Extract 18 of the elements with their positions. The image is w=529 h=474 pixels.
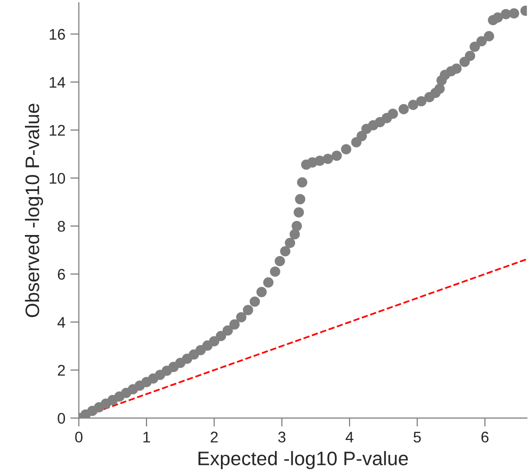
y-tick-label: 16 bbox=[50, 28, 65, 40]
y-tick-label: 2 bbox=[58, 364, 65, 376]
x-tick-label: 0 bbox=[75, 432, 82, 442]
x-tick-label: 3 bbox=[278, 432, 286, 442]
y-tick-label: 10 bbox=[50, 172, 66, 184]
y-axis-title: Observed -log10 P-value bbox=[24, 104, 44, 318]
y-tick-label: 8 bbox=[58, 220, 65, 232]
x-tick-label: 2 bbox=[210, 432, 218, 442]
y-tick-label: 14 bbox=[50, 77, 66, 88]
y-tick-label: 12 bbox=[50, 124, 65, 136]
x-tick-label: 1 bbox=[143, 432, 150, 442]
x-tick-label: 6 bbox=[481, 432, 488, 442]
x-tick-label: 5 bbox=[414, 432, 421, 442]
y-tick-label: 6 bbox=[58, 268, 65, 280]
y-tick-label: 0 bbox=[58, 412, 66, 424]
y-tick-label: 4 bbox=[57, 317, 66, 328]
x-axis-title: Expected -log10 P-value bbox=[198, 451, 408, 470]
x-tick-label: 4 bbox=[346, 432, 354, 442]
